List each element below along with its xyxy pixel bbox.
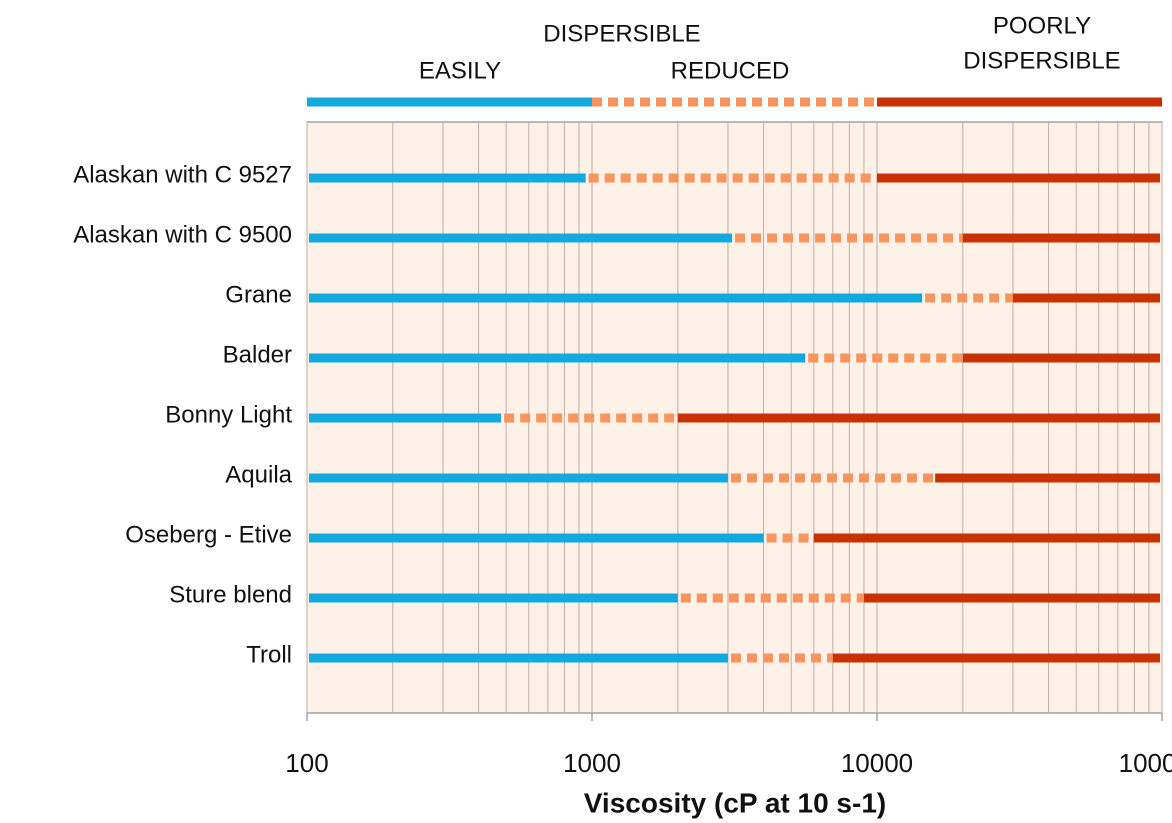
y-tick-label: Alaskan with C 9527 [73,161,292,188]
x-tick-label: 10000 [841,748,913,778]
legend-label: EASILY [419,57,501,84]
y-tick-label: Alaskan with C 9500 [73,221,292,248]
y-tick-label: Balder [223,341,292,368]
legend-label: REDUCED [671,57,790,84]
y-tick-label: Bonny Light [165,401,292,428]
x-tick-label: 100 [285,748,328,778]
legend-label: POORLY [993,12,1091,39]
y-tick-label: Oseberg - Etive [125,521,292,548]
x-tick-label: 100000 [1119,748,1172,778]
x-axis-title: Viscosity (cP at 10 s-1) [584,787,886,818]
legend-label: DISPERSIBLE [963,47,1120,74]
y-tick-label: Aquila [225,461,292,488]
y-tick-label: Grane [225,281,292,308]
y-tick-label: Sture blend [169,581,292,608]
x-tick-label: 1000 [563,748,621,778]
legend-label: DISPERSIBLE [543,20,700,47]
y-tick-label: Troll [246,641,292,668]
